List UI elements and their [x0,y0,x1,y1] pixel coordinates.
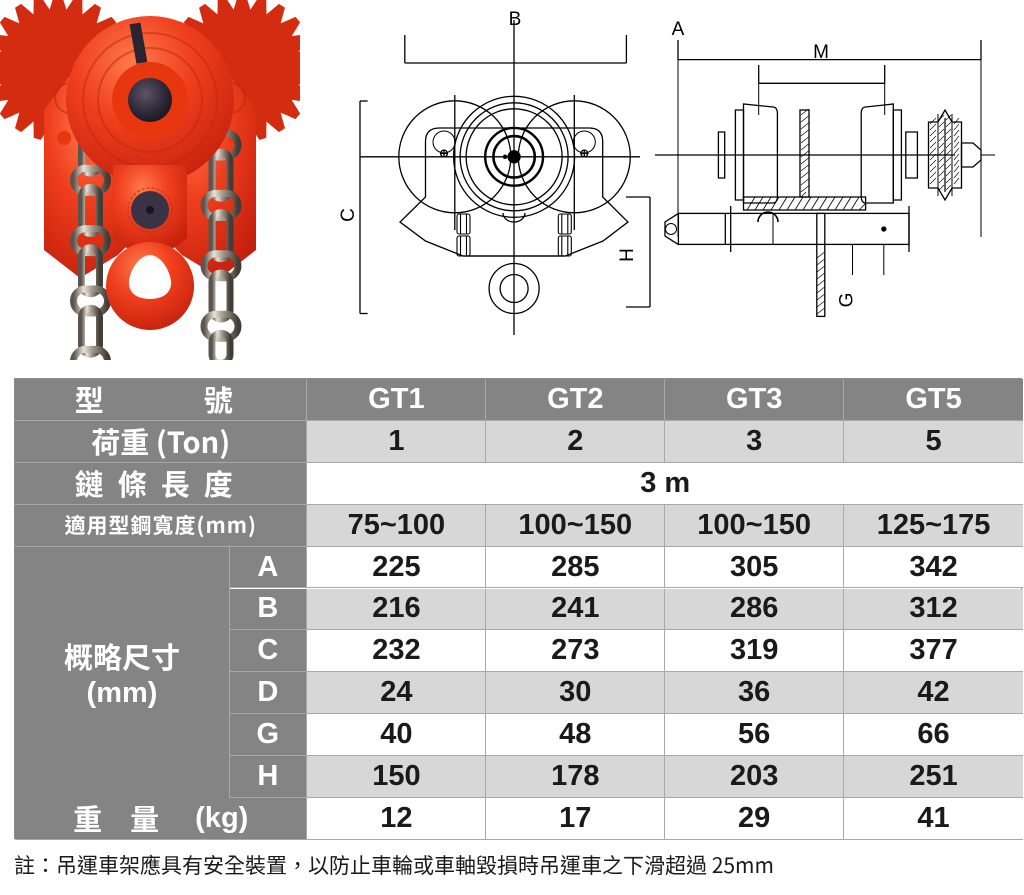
svg-text:B: B [509,9,522,30]
svg-text:C: C [340,208,359,222]
svg-text:M: M [813,42,829,63]
svg-text:G: G [837,293,858,308]
svg-text:A: A [672,19,685,40]
svg-text:H: H [617,248,638,262]
